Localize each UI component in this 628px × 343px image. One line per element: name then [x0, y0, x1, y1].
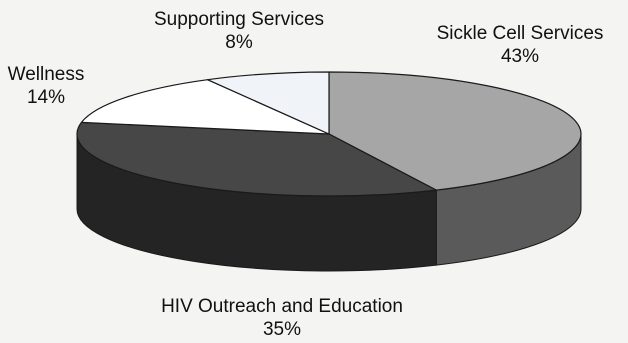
slice-category-label: Supporting Services	[153, 9, 325, 30]
slice-value-label: 43%	[500, 46, 540, 67]
slice-value-label: 8%	[225, 32, 253, 53]
slice-value-label: 35%	[262, 319, 302, 340]
slice-value-label: 14%	[26, 87, 66, 108]
slice-label-hiv-outreach: HIV Outreach and Education 35%	[161, 295, 403, 341]
pie-slice-sickle-cell	[328, 71, 582, 191]
slice-label-sickle-cell: Sickle Cell Services 43%	[437, 22, 604, 68]
pie-slice-wellness	[80, 79, 330, 135]
pie-slice-hiv-outreach	[76, 121, 437, 197]
slice-category-label: Wellness	[7, 64, 85, 85]
slice-category-label: HIV Outreach and Education	[161, 296, 403, 317]
slice-category-label: Sickle Cell Services	[436, 23, 604, 44]
slice-label-wellness: Wellness 14%	[8, 63, 85, 109]
pie-slice-supporting-services	[207, 71, 330, 135]
slice-label-supporting-services: Supporting Services 8%	[154, 8, 324, 54]
